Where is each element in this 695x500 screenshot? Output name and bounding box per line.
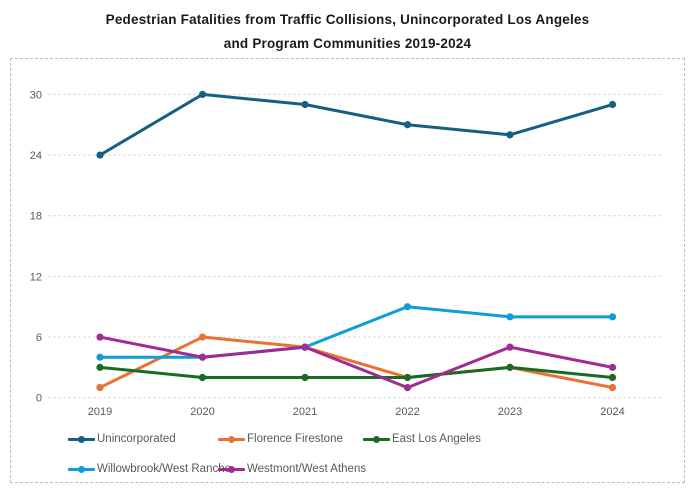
x-tick-label-2021: 2021 (293, 406, 317, 418)
chart-title-line1: Pedestrian Fatalities from Traffic Colli… (105, 12, 590, 27)
series-line-florence-firestone (98, 335, 614, 390)
series-line-unincorporated (98, 92, 614, 157)
data-point-willowbrook-west-rancho-2024 (608, 313, 617, 321)
y-tick-label-6: 6 (36, 332, 42, 344)
series-line-east-los-angeles (98, 365, 614, 379)
y-tick-label-12: 12 (30, 271, 42, 283)
x-tick-label-2020: 2020 (190, 406, 214, 418)
chart-area: 0 6 12 18 24 30 2019 2020 2021 2022 2023 2024 (10, 58, 685, 483)
data-point-unincorporated-2023 (506, 131, 514, 139)
y-tick-label-24: 24 (30, 150, 42, 162)
x-tick-label-2019: 2019 (88, 406, 112, 418)
chart-title-line2: and Program Communities 2019-2024 (223, 35, 472, 51)
data-point-westmont-west-athens-2022 (403, 383, 412, 392)
data-point-east-los-angeles-2019 (96, 363, 104, 371)
data-point-westmont-west-athens-2024 (608, 363, 617, 371)
data-point-westmont-west-athens-2020 (198, 353, 207, 361)
data-point-westmont-west-athens-2023 (506, 343, 514, 351)
x-tick-label-2022: 2022 (395, 406, 419, 418)
data-point-unincorporated-2022 (403, 121, 412, 129)
y-tick-label-30: 30 (30, 89, 42, 101)
data-point-willowbrook-west-rancho-2019 (96, 353, 104, 361)
data-point-unincorporated-2019 (96, 151, 104, 159)
data-point-east-los-angeles-2024 (608, 373, 617, 382)
data-point-unincorporated-2024 (608, 100, 617, 109)
x-tick-label-2024: 2024 (600, 406, 624, 418)
data-point-willowbrook-west-rancho-2022 (403, 303, 412, 311)
y-tick-label-0: 0 (36, 393, 42, 405)
x-tick-label-2023: 2023 (498, 406, 522, 418)
data-point-westmont-west-athens-2021 (301, 343, 309, 351)
data-point-unincorporated-2021 (301, 100, 309, 109)
chart-title: Pedestrian Fatalities from Traffic Colli… (0, 8, 695, 55)
data-point-florence-firestone-2020 (198, 333, 207, 341)
series-line-willowbrook-west-rancho (98, 305, 614, 359)
data-point-east-los-angeles-2020 (198, 373, 207, 382)
data-point-unincorporated-2020 (198, 90, 207, 98)
data-point-florence-firestone-2019 (96, 383, 104, 392)
y-tick-label-18: 18 (30, 211, 42, 223)
data-point-westmont-west-athens-2019 (96, 333, 104, 341)
data-point-east-los-angeles-2021 (301, 373, 309, 382)
data-point-east-los-angeles-2022 (403, 373, 412, 382)
data-point-willowbrook-west-rancho-2023 (506, 313, 514, 321)
plot-area: 0 6 12 18 24 30 2019 2020 2021 2022 2023 2024 (30, 89, 664, 418)
series-line-westmont-west-athens (98, 335, 614, 390)
data-point-east-los-angeles-2023 (506, 363, 514, 371)
data-point-florence-firestone-2024 (608, 383, 617, 392)
